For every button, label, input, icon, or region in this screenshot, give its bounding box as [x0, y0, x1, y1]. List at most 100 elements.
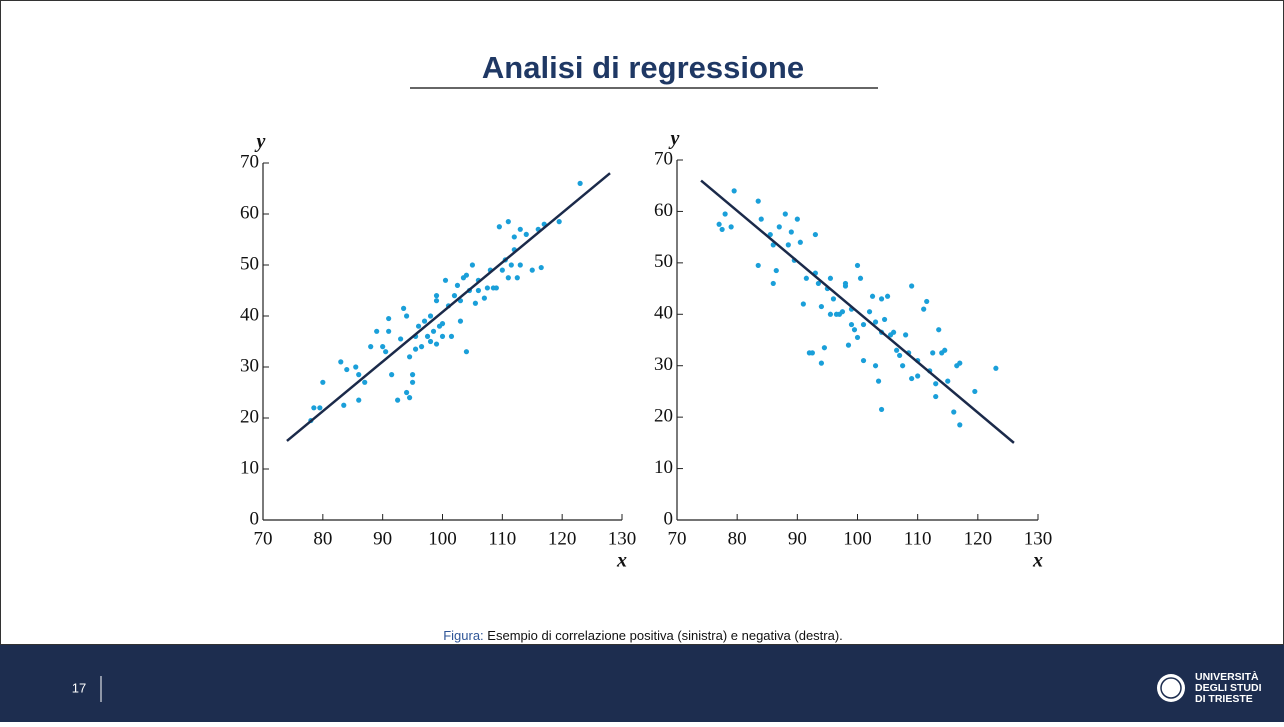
university-name: UNIVERSITÀ — [1195, 670, 1259, 683]
scatter-point — [401, 305, 407, 311]
scatter-point — [389, 372, 395, 378]
y-axis-label: y — [255, 131, 266, 153]
scatter-point — [404, 389, 410, 396]
scatter-point — [854, 262, 861, 269]
x-axis-label: x — [1032, 550, 1043, 572]
scatter-point — [830, 296, 837, 302]
scatter-point — [505, 219, 511, 225]
scatter-point — [945, 378, 951, 384]
scatter-point — [395, 397, 401, 403]
scatter-point — [448, 333, 455, 339]
scatter-point — [924, 298, 930, 305]
scatter-point — [374, 328, 380, 334]
scatter-point — [386, 315, 392, 322]
scatter-point — [451, 293, 458, 299]
y-tick-label: 30 — [654, 354, 673, 375]
slide-frame — [0, 0, 1284, 646]
scatter-point — [338, 359, 344, 365]
scatter-point — [716, 221, 722, 227]
scatter-point — [797, 239, 803, 245]
scatter-point — [368, 344, 374, 350]
scatter-point — [900, 363, 906, 369]
scatter-point — [848, 321, 855, 328]
scatter-point — [380, 344, 386, 350]
scatter-point — [972, 388, 978, 395]
scatter-point — [921, 306, 927, 312]
scatter-point — [957, 422, 963, 428]
scatter-point — [493, 285, 499, 291]
x-tick-label: 100 — [843, 528, 872, 549]
scatter-point — [860, 321, 867, 328]
scatter-point — [344, 366, 350, 373]
university-name: DI TRIESTE — [1195, 693, 1253, 705]
scatter-point — [475, 287, 481, 294]
scatter-point — [508, 262, 514, 268]
scatter-point — [818, 360, 825, 366]
scatter-point — [884, 293, 891, 299]
y-tick-label: 30 — [240, 355, 259, 376]
y-tick-label: 40 — [654, 303, 673, 324]
scatter-point — [496, 224, 502, 230]
scatter-point — [320, 379, 326, 385]
scatter-point — [875, 378, 882, 384]
scatter-point — [827, 311, 834, 317]
y-tick-label: 20 — [240, 406, 259, 427]
y-tick-label: 40 — [240, 304, 259, 325]
scatter-point — [878, 296, 885, 302]
caption-label: Figura: — [443, 628, 483, 643]
scatter-point — [851, 327, 858, 333]
scatter-point — [909, 375, 915, 382]
x-tick-label: 130 — [608, 528, 637, 549]
scatter-point — [538, 264, 544, 271]
scatter-point — [794, 216, 800, 222]
scatter-point — [433, 298, 440, 304]
scatter-point — [951, 409, 957, 415]
y-axis-label: y — [669, 128, 680, 150]
scatter-point — [842, 283, 849, 289]
scatter-point — [755, 198, 761, 204]
scatter-point — [406, 354, 413, 360]
x-tick-label: 100 — [428, 528, 457, 549]
scatter-point — [818, 303, 825, 310]
scatter-point — [383, 349, 389, 355]
scatter-point — [933, 393, 939, 400]
scatter-point — [356, 372, 362, 378]
scatter-point — [412, 346, 419, 352]
scatter-point — [785, 242, 791, 248]
y-tick-label: 0 — [250, 508, 260, 529]
scatter-point — [803, 275, 809, 281]
scatter-point — [556, 219, 562, 225]
caption: Figura: Esempio di correlazione positiva… — [443, 628, 843, 643]
scatter-point — [341, 402, 347, 408]
scatter-point — [860, 357, 867, 364]
y-tick-label: 60 — [240, 202, 259, 223]
x-tick-label: 110 — [904, 528, 932, 549]
scatter-point — [755, 262, 761, 269]
x-tick-label: 70 — [254, 528, 273, 549]
scatter-point — [433, 293, 440, 299]
scatter-point — [317, 405, 323, 411]
scatter-point — [484, 285, 490, 291]
scatter-point — [788, 229, 794, 235]
scatter-point — [722, 211, 728, 217]
scatter-point — [409, 379, 416, 385]
footer-bar — [0, 645, 1284, 722]
scatter-point — [463, 272, 470, 278]
scatter-point — [942, 347, 948, 353]
y-tick-label: 60 — [654, 200, 673, 221]
x-tick-label: 130 — [1024, 528, 1053, 549]
scatter-point — [809, 350, 815, 356]
x-tick-label: 70 — [668, 528, 687, 549]
scatter-point — [427, 313, 434, 319]
scatter-point — [421, 318, 428, 324]
scatter-point — [362, 379, 368, 385]
regression-line — [286, 172, 611, 442]
caption-text: Esempio di correlazione positiva (sinist… — [487, 628, 843, 643]
scatter-point — [770, 280, 776, 287]
scatter-point — [800, 301, 806, 307]
scatter-point — [514, 275, 520, 281]
scatter-point — [427, 338, 434, 345]
y-tick-label: 0 — [664, 508, 674, 529]
scatter-point — [815, 280, 821, 287]
scatter-point — [915, 373, 921, 379]
